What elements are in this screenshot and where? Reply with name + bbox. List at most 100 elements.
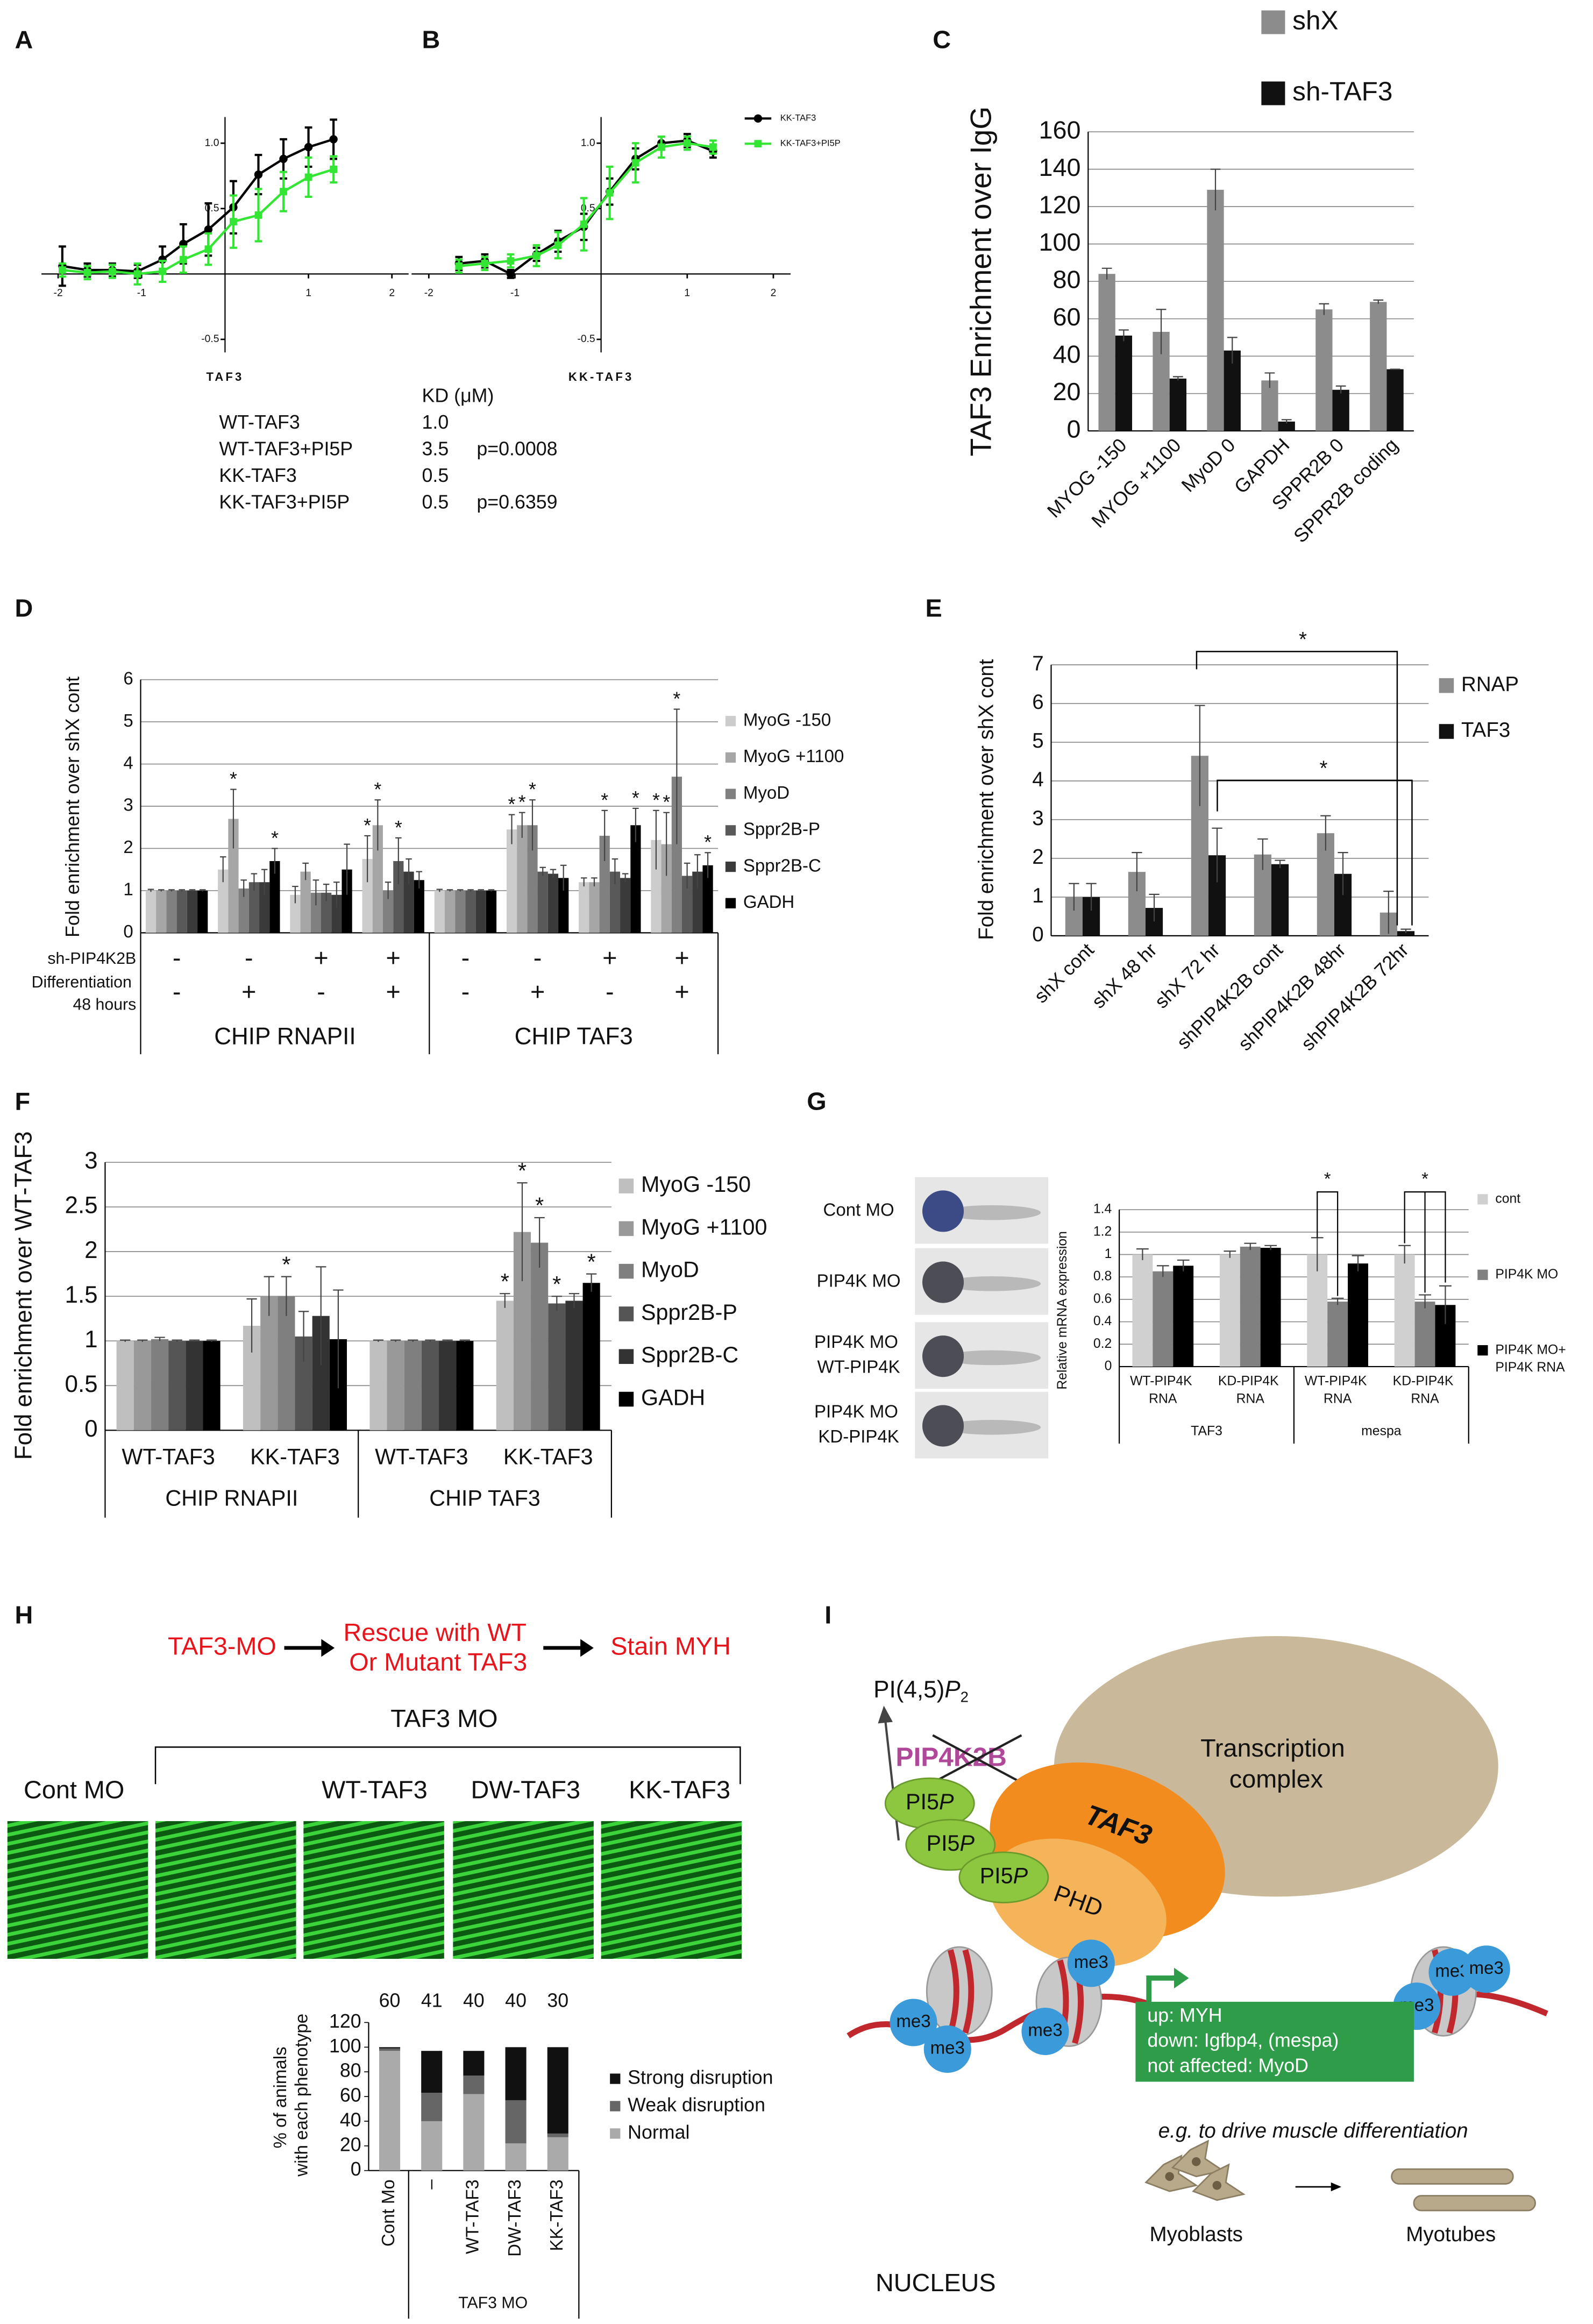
bar xyxy=(248,882,260,933)
significance: * xyxy=(518,792,526,813)
bar xyxy=(1207,189,1224,431)
legend-label: MyoG +1100 xyxy=(641,1214,767,1239)
bar xyxy=(1397,931,1415,936)
me3-mark xyxy=(923,2025,971,2073)
y-tick-label: 100 xyxy=(1039,228,1080,256)
x-tick-label: WT-PIP4K RNA xyxy=(1305,1374,1370,1406)
bar xyxy=(465,890,476,933)
myoblast-nucleus xyxy=(1191,2157,1201,2166)
count-label: 40 xyxy=(463,1989,485,2011)
target-label: not affected: MyoD xyxy=(1147,2055,1308,2076)
me3-mark xyxy=(1428,1948,1476,1996)
legend-swatch xyxy=(725,861,736,872)
image-label: KK-TAF3 xyxy=(629,1775,730,1803)
muscle-image xyxy=(155,1821,296,1959)
bar xyxy=(1271,864,1289,936)
tss-arrowhead xyxy=(1174,1967,1189,1989)
significance: * xyxy=(518,1159,527,1183)
table-cell: p=0.6359 xyxy=(477,492,557,513)
bar xyxy=(1169,378,1186,431)
x-tick-label: KK-TAF3 xyxy=(503,1445,593,1469)
bar xyxy=(176,890,187,933)
flow-arrowhead xyxy=(321,1639,335,1657)
legend-label: KK-TAF3 xyxy=(780,113,816,123)
bar xyxy=(321,892,332,933)
bar xyxy=(379,2047,401,2049)
marker xyxy=(554,241,562,249)
bar xyxy=(168,1341,186,1431)
legend-label: Sppr2B-P xyxy=(641,1300,737,1325)
bar xyxy=(342,869,352,933)
significance: * xyxy=(395,817,402,838)
flow-step: Stain MYH xyxy=(610,1632,731,1660)
myotube xyxy=(1413,2195,1537,2212)
bar xyxy=(369,1341,387,1431)
lipid-arrow xyxy=(884,1720,900,1841)
legend-swatch xyxy=(725,788,736,799)
significance: * xyxy=(587,1249,596,1274)
kinase-cross xyxy=(932,1734,1022,1784)
bar xyxy=(166,890,177,933)
count-label: 41 xyxy=(421,1989,443,2011)
marker xyxy=(709,143,717,151)
x-tick-label: WT-PIP4K RNA xyxy=(1130,1374,1196,1406)
row-value: - xyxy=(606,978,614,1006)
bar xyxy=(403,871,414,933)
legend-label: PIP4K MO xyxy=(1495,1267,1558,1282)
bar xyxy=(565,1300,583,1431)
marker xyxy=(631,159,639,167)
row-value: - xyxy=(245,943,253,971)
bar xyxy=(671,777,682,933)
y-tick-label: -0.5 xyxy=(577,333,595,345)
me3-label: me3 xyxy=(930,2038,965,2058)
bar xyxy=(1278,421,1295,431)
embryo-tail xyxy=(943,1205,1041,1220)
legend-swatch xyxy=(1261,10,1285,34)
legend-label: MyoG +1100 xyxy=(743,746,844,766)
bar xyxy=(1394,1254,1415,1367)
bar xyxy=(463,2094,485,2171)
bar xyxy=(1219,1254,1240,1367)
y-tick-label: 1 xyxy=(1105,1247,1112,1261)
x-tick-label: 1 xyxy=(684,287,690,299)
legend-swatch xyxy=(1477,1194,1488,1205)
y-tick-label: 1 xyxy=(123,879,133,899)
row-value: + xyxy=(530,978,545,1006)
bar xyxy=(1370,302,1387,431)
bar xyxy=(692,871,703,933)
significance: * xyxy=(508,794,516,815)
count-label: 60 xyxy=(379,1989,401,2011)
y-tick-label: 120 xyxy=(1039,190,1080,218)
marker xyxy=(304,173,312,181)
y-tick-label: 4 xyxy=(123,752,133,772)
bar xyxy=(203,1341,221,1431)
bar xyxy=(393,861,404,933)
bar xyxy=(582,1283,600,1431)
bar xyxy=(260,1296,278,1431)
marker xyxy=(254,211,262,219)
panel-label: E xyxy=(925,594,942,622)
group-label: TAF3 xyxy=(1191,1424,1222,1439)
x-tick-label: -1 xyxy=(137,287,146,299)
marker xyxy=(304,143,313,152)
y-tick-label: 0 xyxy=(84,1416,98,1442)
marker xyxy=(606,189,614,197)
significance: * xyxy=(1299,628,1307,651)
marker xyxy=(481,260,489,267)
bar xyxy=(1240,1246,1261,1367)
table-cell: KK-TAF3+PI5P xyxy=(219,492,350,513)
y-tick-label: 3 xyxy=(1032,807,1043,830)
marker xyxy=(532,252,541,260)
note: e.g. to drive muscle differentiation xyxy=(1158,2119,1468,2142)
line xyxy=(62,168,334,275)
image-label: PIP4K MO KD-PIP4K xyxy=(814,1401,903,1446)
bar xyxy=(455,890,466,933)
bar xyxy=(547,2047,568,2134)
table-cell: 0.5 xyxy=(422,492,449,513)
bar xyxy=(362,859,373,933)
bar xyxy=(310,892,322,933)
bar xyxy=(1327,1302,1348,1367)
marker xyxy=(580,221,588,228)
target-label: up: MYH xyxy=(1147,2005,1222,2026)
y-axis-label: Fold enrichment over shX cont xyxy=(62,677,83,937)
